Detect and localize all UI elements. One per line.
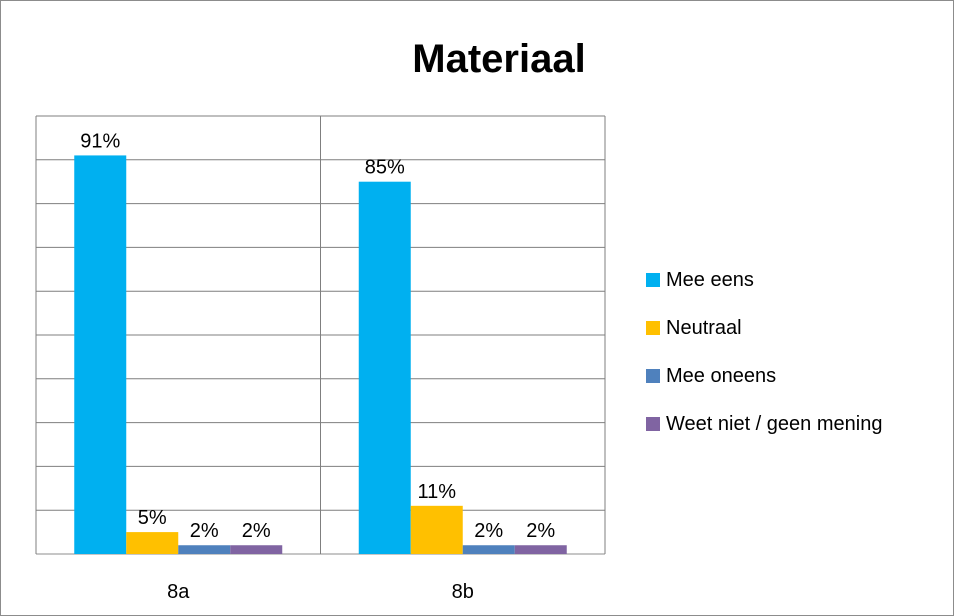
legend-label: Mee eens — [666, 269, 754, 291]
legend-label: Neutraal — [666, 317, 742, 339]
bar — [126, 532, 179, 554]
chart-title: Materiaal — [412, 37, 585, 81]
legend: Mee eens Neutraal Mee oneens Weet niet / ge… — [646, 269, 882, 435]
data-label: 91% — [80, 130, 120, 152]
data-label: 2% — [242, 520, 271, 542]
legend-label: Weet niet / geen mening — [666, 413, 882, 435]
data-labels-group: 91% 5% 2% 2% 85% 11% 2% 2% — [80, 130, 555, 542]
bar — [178, 545, 231, 554]
data-label: 5% — [138, 507, 167, 529]
x-tick-label: 8a — [167, 581, 190, 603]
x-tick-label: 8b — [452, 581, 474, 603]
bars-group — [74, 155, 567, 555]
bar — [462, 545, 515, 554]
legend-swatch — [646, 321, 660, 335]
legend-swatch — [646, 273, 660, 287]
bar — [358, 181, 411, 554]
bar — [410, 505, 463, 554]
legend-label: Mee oneens — [666, 365, 776, 387]
data-label: 2% — [526, 520, 555, 542]
bar — [74, 155, 127, 555]
legend-swatch — [646, 369, 660, 383]
data-label: 11% — [417, 481, 456, 503]
data-label: 2% — [474, 520, 503, 542]
bar — [230, 545, 283, 554]
data-label: 85% — [365, 157, 405, 179]
bar — [514, 545, 567, 554]
legend-swatch — [646, 417, 660, 431]
data-label: 2% — [190, 520, 219, 542]
x-axis: 8a 8b — [167, 581, 474, 603]
